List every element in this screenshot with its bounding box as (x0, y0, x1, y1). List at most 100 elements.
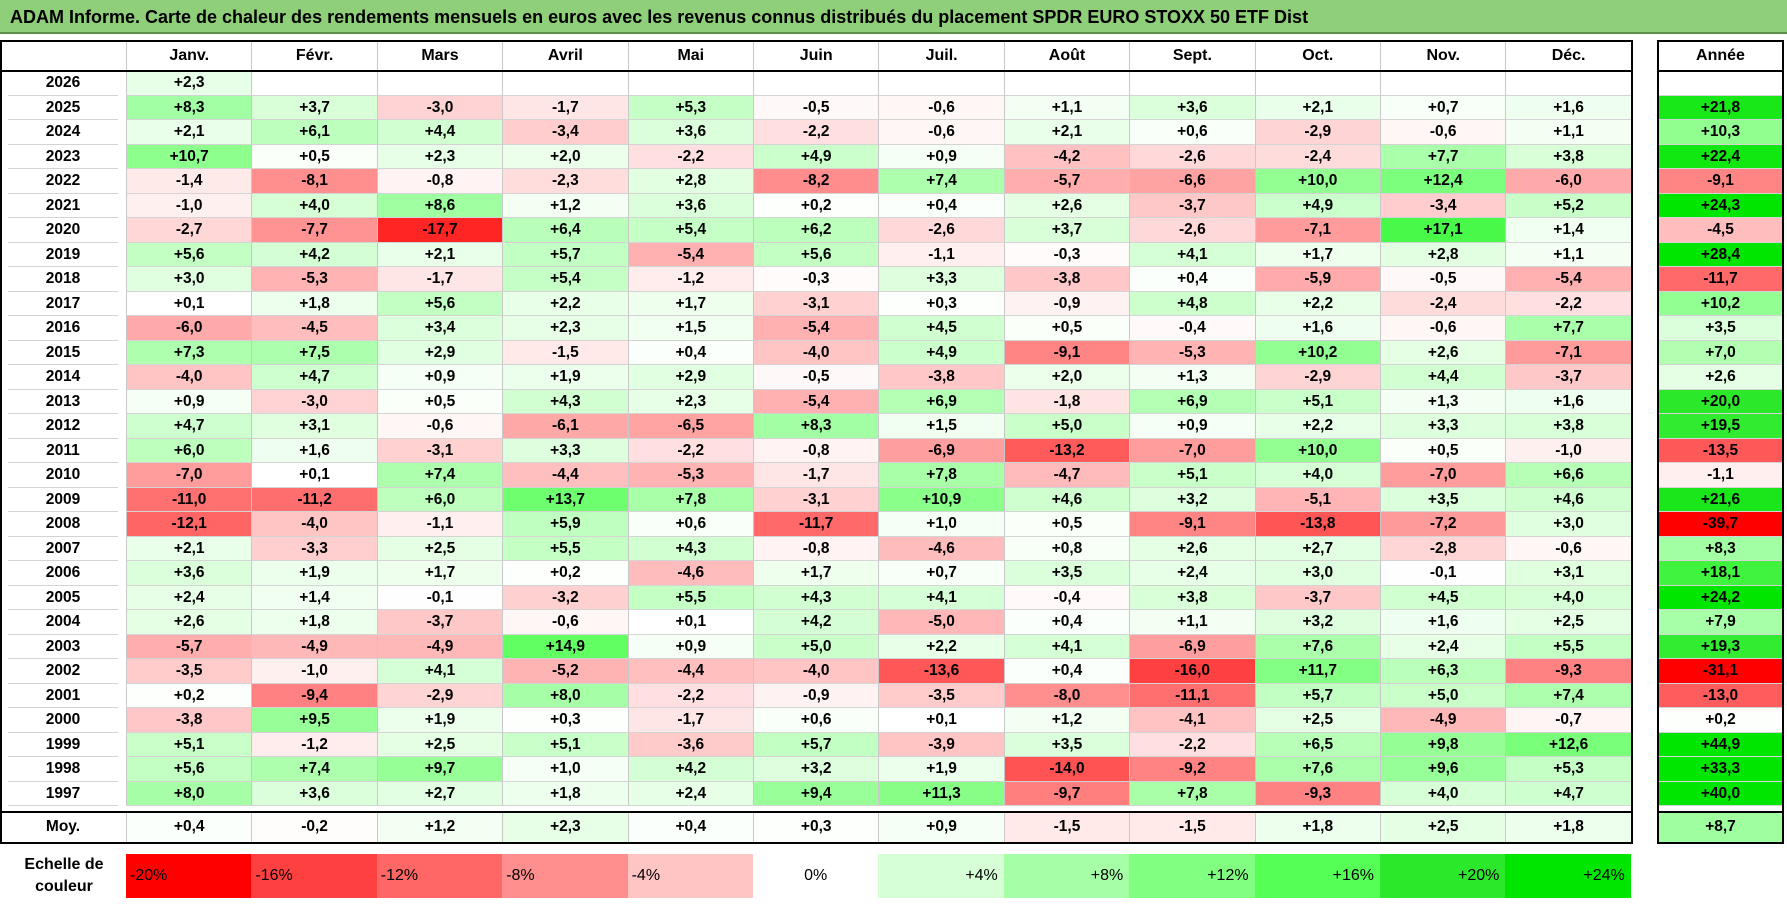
heatmap-cell: +10,9 (878, 487, 1004, 512)
heatmap-cell: +4,9 (753, 144, 879, 169)
heatmap-cell: -0,4 (1129, 316, 1255, 341)
average-cell: +0,9 (878, 812, 1004, 842)
average-cell: -1,5 (1129, 812, 1255, 842)
heatmap-cell: +1,9 (502, 365, 628, 390)
annual-cell: +10,2 (1658, 291, 1783, 316)
annual-cell: -13,0 (1658, 683, 1783, 708)
heatmap-cell: -5,3 (627, 463, 753, 488)
heatmap-cell: +5,6 (376, 291, 503, 316)
heatmap-cell (1254, 71, 1380, 96)
heatmap-cell: +2,4 (126, 585, 252, 610)
heatmap-cell: +10,7 (126, 144, 252, 169)
year-label: 2022 (8, 169, 118, 194)
month-header: Août (1003, 41, 1130, 71)
heatmap-cell: -3,5 (126, 659, 252, 684)
heatmap-cell: +2,9 (376, 340, 503, 365)
heatmap-cell: +0,6 (753, 708, 879, 733)
heatmap-cell: +2,9 (627, 365, 753, 390)
heatmap-cell: +0,1 (251, 463, 377, 488)
heatmap-cell: +0,2 (753, 193, 879, 218)
heatmap-cell: +4,7 (126, 414, 252, 439)
heatmap-cell: +5,6 (126, 242, 252, 267)
annual-cell: +21,6 (1658, 487, 1783, 512)
heatmap-cell: +7,4 (1505, 683, 1631, 708)
heatmap-cell: +2,5 (376, 732, 503, 757)
annual-cell: +24,3 (1658, 193, 1783, 218)
scale-step: -8% (502, 854, 628, 898)
chart-title: ADAM Informe. Carte de chaleur des rende… (0, 0, 1787, 34)
heatmap-cell: -2,3 (502, 169, 628, 194)
heatmap-cell: -2,2 (1129, 732, 1255, 757)
scale-step: 0% (753, 854, 879, 898)
heatmap-cell: -2,6 (1129, 218, 1255, 243)
heatmap-cell: +6,1 (251, 120, 377, 145)
heatmap-cell: -16,0 (1129, 659, 1255, 684)
heatmap-cell: -5,4 (753, 316, 879, 341)
heatmap-cell: +8,3 (753, 414, 879, 439)
average-cell: +0,3 (753, 812, 879, 842)
heatmap-cell: +4,6 (1505, 487, 1631, 512)
heatmap-cell: +5,7 (502, 242, 628, 267)
heatmap-cell: +2,4 (1129, 561, 1255, 586)
heatmap-cell: -3,2 (502, 585, 628, 610)
heatmap-cell: +3,8 (1505, 414, 1631, 439)
heatmap-cell: -4,9 (1380, 708, 1506, 733)
heatmap-cell: +1,2 (502, 193, 628, 218)
annual-cell: -39,7 (1658, 512, 1783, 537)
heatmap-cell: +2,4 (627, 781, 753, 806)
annual-header-separator (1657, 70, 1784, 72)
heatmap-cell: +11,3 (878, 781, 1004, 806)
heatmap-cell: +10,0 (1254, 438, 1380, 463)
heatmap-cell: +1,6 (1505, 389, 1631, 414)
heatmap-cell: +1,7 (753, 561, 879, 586)
heatmap-cell: +2,1 (126, 536, 252, 561)
heatmap-cell: +3,0 (1505, 512, 1631, 537)
heatmap-cell: +4,5 (878, 316, 1004, 341)
heatmap-cell: +3,6 (126, 561, 252, 586)
annual-cell: +21,8 (1658, 95, 1783, 120)
heatmap-cell: +2,8 (627, 169, 753, 194)
heatmap-cell: +0,6 (1129, 120, 1255, 145)
scale-step: -12% (376, 854, 503, 898)
scale-step: +16% (1254, 854, 1380, 898)
heatmap-cell: -4,6 (878, 536, 1004, 561)
heatmap-cell: -4,0 (753, 340, 879, 365)
heatmap-cell: +2,5 (376, 536, 503, 561)
annual-cell: -4,5 (1658, 218, 1783, 243)
heatmap-cell: +1,7 (1254, 242, 1380, 267)
heatmap-cell: -11,1 (1129, 683, 1255, 708)
year-label: 2020 (8, 218, 118, 243)
heatmap-cell: +2,3 (376, 144, 503, 169)
heatmap-cell: +4,2 (753, 610, 879, 635)
heatmap-cell: -5,9 (1254, 267, 1380, 292)
heatmap-cell: -0,6 (502, 610, 628, 635)
heatmap-cell: -0,6 (878, 120, 1004, 145)
annual-cell: +40,0 (1658, 781, 1783, 806)
year-label: 2010 (8, 463, 118, 488)
heatmap-cell: -2,6 (878, 218, 1004, 243)
heatmap-cell: +4,3 (502, 389, 628, 414)
heatmap-cell: -0,6 (376, 414, 503, 439)
heatmap-cell: +5,4 (627, 218, 753, 243)
heatmap-cell: -8,1 (251, 169, 377, 194)
heatmap-cell: +2,2 (502, 291, 628, 316)
year-label: 2024 (8, 120, 118, 145)
heatmap-cell: +9,7 (376, 757, 503, 782)
heatmap-cell: -7,1 (1505, 340, 1631, 365)
average-separator (0, 811, 1633, 813)
heatmap-cell: +1,6 (251, 438, 377, 463)
heatmap-cell: +2,6 (1003, 193, 1130, 218)
heatmap-cell: -9,7 (1003, 781, 1130, 806)
heatmap-cell: +13,7 (502, 487, 628, 512)
heatmap-cell: +7,8 (1129, 781, 1255, 806)
annual-header: Année (1658, 41, 1783, 71)
heatmap-cell: +0,5 (251, 144, 377, 169)
heatmap-cell: +6,0 (376, 487, 503, 512)
heatmap-cell: +5,5 (627, 585, 753, 610)
heatmap-cell: -2,7 (126, 218, 252, 243)
heatmap-cell: +3,3 (1380, 414, 1506, 439)
heatmap-cell: -5,0 (878, 610, 1004, 635)
annual-cell: -11,7 (1658, 267, 1783, 292)
heatmap-cell: -3,5 (878, 683, 1004, 708)
heatmap-cell: +2,3 (627, 389, 753, 414)
